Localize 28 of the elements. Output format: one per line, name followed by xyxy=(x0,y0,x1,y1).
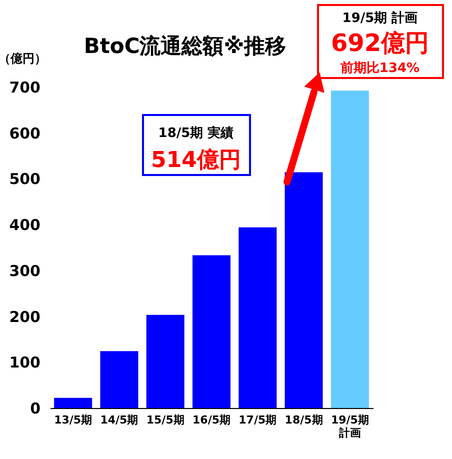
annotation: 18/5期 実績 xyxy=(158,125,234,141)
text: 19/5期 計画 xyxy=(342,10,418,26)
y-tick-label: 300 xyxy=(9,262,40,280)
y-tick-label: 100 xyxy=(9,354,40,372)
bar xyxy=(238,227,277,408)
y-tick-label: 200 xyxy=(9,308,40,326)
bar xyxy=(146,314,184,408)
x-tick-label: 13/5期 xyxy=(54,414,92,426)
chart-title: BtoC流通総額※推移 xyxy=(84,34,286,58)
text: 692億円 xyxy=(330,29,430,57)
y-tick-label: 600 xyxy=(9,124,40,142)
x-tick-label: 19/5期計画 xyxy=(330,414,369,440)
y-tick-label: 700 xyxy=(9,78,40,96)
y-axis-title: （億円） xyxy=(0,52,46,66)
y-tick-label: 0 xyxy=(30,400,40,418)
text: 前期比134% xyxy=(339,61,420,76)
y-tick-label: 500 xyxy=(9,170,40,188)
x-tick-label: 15/5期 xyxy=(146,414,184,426)
x-tick-label: 14/5期 xyxy=(100,414,138,426)
annotation: 514億円 xyxy=(151,148,241,173)
bar xyxy=(330,90,369,408)
y-tick-label: 400 xyxy=(9,216,40,234)
bar xyxy=(100,351,138,408)
bar xyxy=(54,398,92,408)
x-tick-label: 16/5期 xyxy=(192,414,230,426)
x-tick-label: 17/5期 xyxy=(238,414,277,426)
bar xyxy=(192,255,230,408)
x-tick-label: 18/5期 xyxy=(284,414,323,426)
